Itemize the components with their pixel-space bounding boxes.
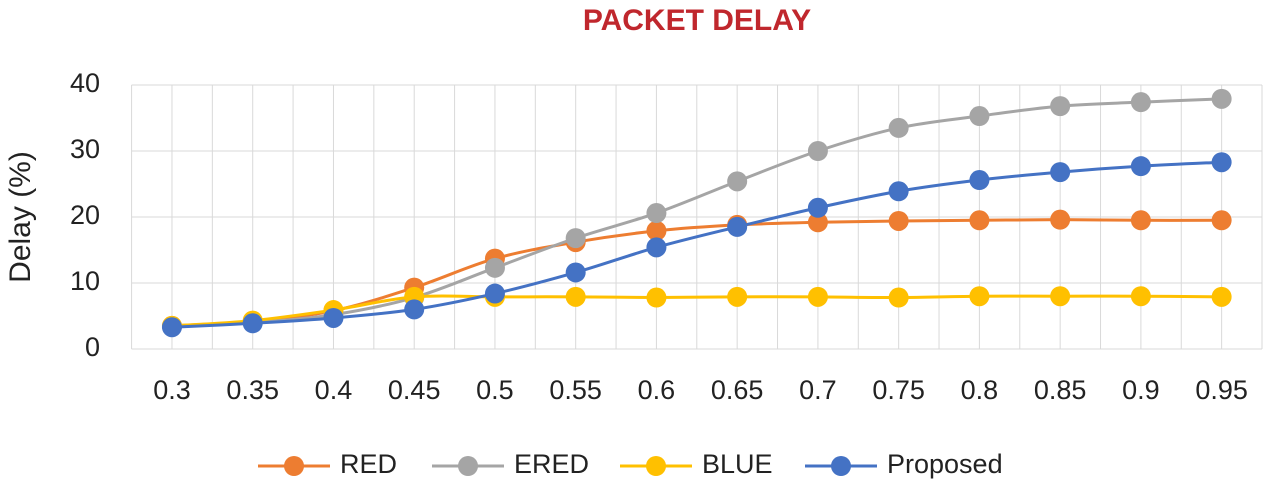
x-tick-label: 0.45 [388,375,441,405]
legend-label: BLUE [702,449,773,479]
data-point [646,287,667,308]
data-point [242,313,263,334]
x-tick-label: 0.8 [961,375,999,405]
x-tick-label: 0.95 [1195,375,1248,405]
legend-marker [458,456,478,476]
data-point [727,216,748,237]
x-tick-label: 0.7 [799,375,837,405]
y-tick-label: 30 [70,134,100,164]
y-tick-label: 0 [85,332,100,362]
data-point [161,317,182,338]
data-point [969,106,990,127]
data-point [969,210,990,231]
data-point [565,286,586,307]
legend-marker [831,456,851,476]
data-point [484,257,505,278]
y-tick-label: 20 [70,200,100,230]
data-point [646,203,667,224]
legend-marker [646,456,666,476]
data-point [807,212,828,233]
x-tick-label: 0.75 [872,375,925,405]
legend-label: Proposed [887,449,1003,479]
x-tick-label: 0.85 [1034,375,1087,405]
data-point [807,141,828,161]
data-point [888,117,909,138]
y-tick-label: 40 [70,68,100,98]
x-tick-label: 0.3 [153,375,191,405]
data-point [1050,209,1071,230]
data-point [969,286,990,307]
legend-label: RED [340,449,397,479]
series-line [171,160,1222,329]
legend-label: ERED [514,449,589,479]
data-point [404,299,425,320]
y-tick-label: 10 [70,266,100,296]
x-tick-label: 0.6 [638,375,676,405]
data-point [807,197,828,218]
data-point [1050,162,1071,183]
x-tick-label: 0.65 [711,375,764,405]
chart-title: PACKET DELAY [583,4,811,37]
data-point [727,286,748,307]
data-point [1050,96,1071,117]
data-point [646,220,667,241]
x-tick-label: 0.4 [315,375,353,405]
data-point [1130,286,1151,307]
series-line [171,97,1222,329]
data-point [565,262,586,283]
data-point [565,228,586,249]
x-tick-label: 0.9 [1122,375,1160,405]
data-point [888,210,909,231]
data-point [888,181,909,202]
data-point [1050,286,1071,307]
data-point [1211,286,1232,307]
data-point [727,171,748,192]
data-point [1130,156,1151,177]
data-point [1130,210,1151,231]
data-point [888,287,909,308]
data-point [484,283,505,304]
x-tick-label: 0.5 [476,375,514,405]
data-point [646,237,667,258]
data-point [1211,152,1232,173]
x-tick-label: 0.35 [226,375,279,405]
data-point [807,286,828,307]
data-point [1130,92,1151,113]
data-point [1211,210,1232,231]
data-point [323,307,344,328]
y-axis-title: Delay (%) [4,151,37,283]
data-point [969,170,990,191]
legend-marker [284,456,304,476]
x-tick-label: 0.55 [549,375,602,405]
data-point [1211,88,1232,109]
